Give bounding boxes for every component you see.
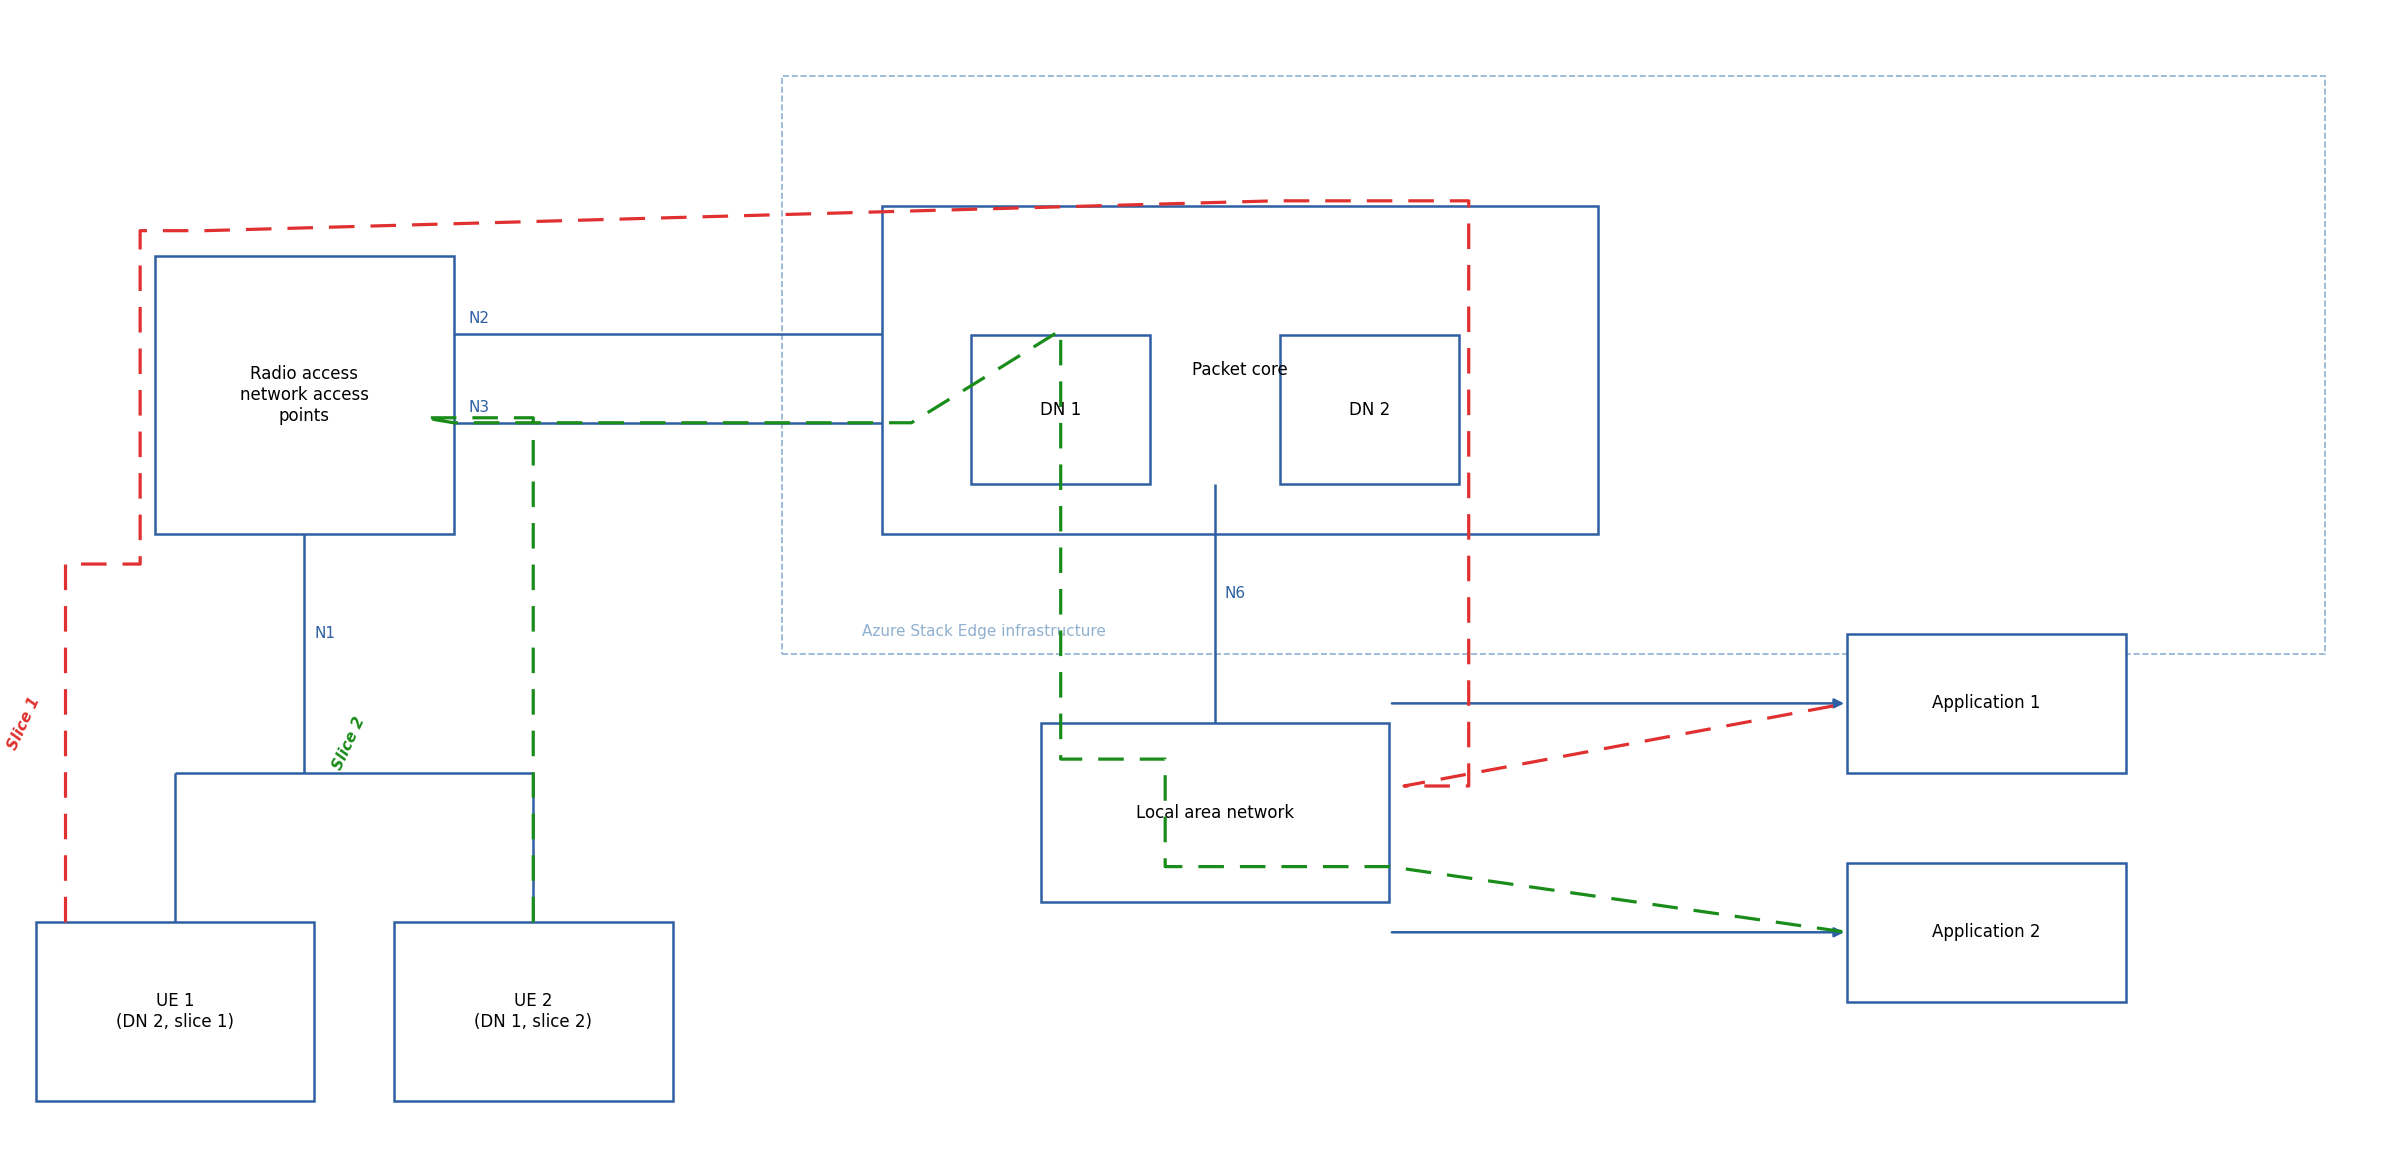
- Text: UE 2
(DN 1, slice 2): UE 2 (DN 1, slice 2): [474, 992, 592, 1032]
- Bar: [154, 255, 453, 534]
- Bar: [36, 922, 315, 1101]
- Bar: [783, 76, 2324, 653]
- Text: Radio access
network access
points: Radio access network access points: [241, 365, 368, 425]
- Text: N2: N2: [470, 310, 489, 325]
- Text: N1: N1: [315, 627, 335, 642]
- Text: UE 1
(DN 2, slice 1): UE 1 (DN 2, slice 1): [116, 992, 234, 1032]
- Text: Slice 1: Slice 1: [5, 695, 43, 752]
- Text: DN 2: DN 2: [1348, 400, 1389, 419]
- Text: N6: N6: [1226, 586, 1245, 601]
- Text: Local area network: Local area network: [1137, 804, 1293, 822]
- Text: Packet core: Packet core: [1192, 361, 1288, 379]
- Text: DN 1: DN 1: [1040, 400, 1081, 419]
- Text: Application 2: Application 2: [1931, 923, 2040, 942]
- Bar: [970, 335, 1151, 485]
- Bar: [1847, 863, 2126, 1002]
- Bar: [1279, 335, 1459, 485]
- Bar: [395, 922, 672, 1101]
- Text: Application 1: Application 1: [1931, 695, 2040, 712]
- Bar: [1847, 634, 2126, 773]
- Text: Azure Stack Edge infrastructure: Azure Stack Edge infrastructure: [862, 623, 1105, 638]
- Bar: [881, 205, 1599, 534]
- Text: Slice 2: Slice 2: [330, 714, 368, 772]
- Bar: [1040, 724, 1389, 902]
- Text: N3: N3: [470, 399, 489, 414]
